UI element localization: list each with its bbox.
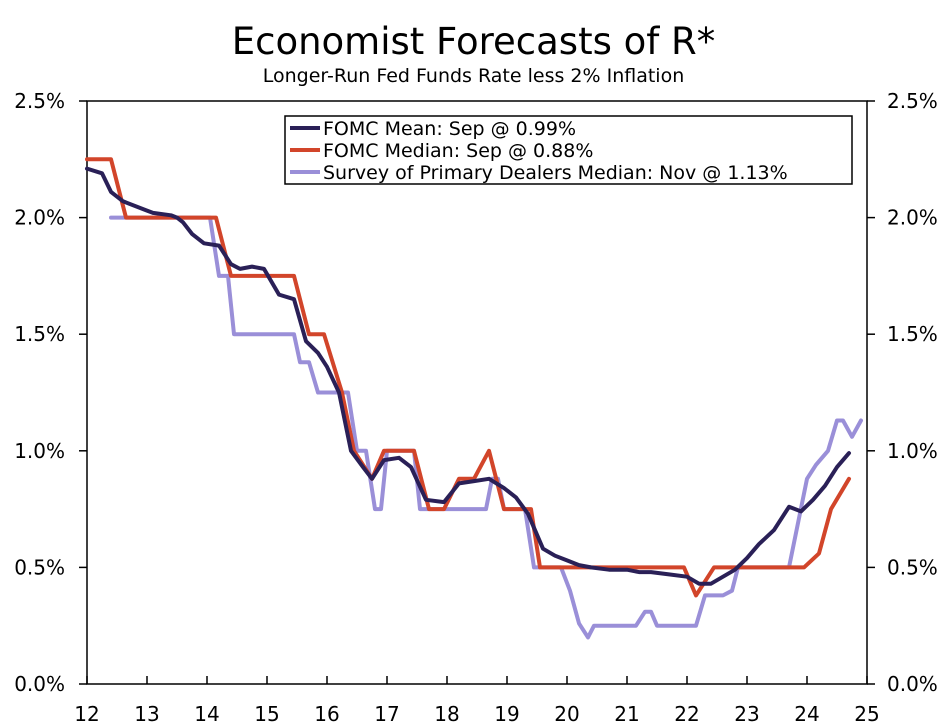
y-tick-label-right: 0.0% [887,672,938,696]
legend-label-primary-dealers: Survey of Primary Dealers Median: Nov @ … [323,162,788,184]
x-tick-label: 20 [554,702,579,726]
x-tick-label: 22 [674,702,699,726]
x-tick-label: 24 [794,702,819,726]
x-tick-label: 15 [254,702,279,726]
x-tick-label: 25 [854,702,879,726]
x-tick-label: 12 [74,702,99,726]
x-tick-label: 17 [374,702,399,726]
y-tick-label-left: 0.5% [14,555,65,579]
y-tick-label-right: 1.0% [887,439,938,463]
x-tick-label: 23 [734,702,759,726]
x-tick-label: 19 [494,702,519,726]
y-tick-label-left: 2.5% [14,89,65,113]
x-tick-label: 21 [614,702,639,726]
x-tick-label: 18 [434,702,459,726]
legend-box [284,115,853,185]
y-tick-label-left: 1.0% [14,439,65,463]
plot-frame [86,100,868,685]
y-tick-label-left: 2.0% [14,206,65,230]
legend-label-fomc-mean: FOMC Mean: Sep @ 0.99% [323,118,576,140]
chart-subtitle: Longer-Run Fed Funds Rate less 2% Inflat… [262,65,685,87]
x-tick-label: 16 [314,702,339,726]
series-line-primary-dealers [109,215,863,640]
legend: FOMC Mean: Sep @ 0.99% FOMC Median: Sep … [284,115,853,185]
y-tick-label-right: 2.5% [887,89,938,113]
y-tick-label-right: 1.5% [887,322,938,346]
series-line-fomc-mean [85,166,851,586]
y-tick-label-left: 1.5% [14,322,65,346]
legend-label-fomc-median: FOMC Median: Sep @ 0.88% [323,140,593,162]
chart-title: Economist Forecasts of R* [231,20,716,63]
y-tick-label-right: 0.5% [887,555,938,579]
x-tick-label: 14 [194,702,219,726]
series-lines [85,157,863,640]
x-tick-label: 13 [134,702,159,726]
y-tick-label-left: 0.0% [14,672,65,696]
axis-ticks: 0.0% 0.0% 0.5% 0.5% 1.0% 1.0% 1.5% 1.5% 2.0% 2.0%… [14,89,938,726]
series-line-fomc-median [85,157,851,598]
y-tick-label-right: 2.0% [887,206,938,230]
